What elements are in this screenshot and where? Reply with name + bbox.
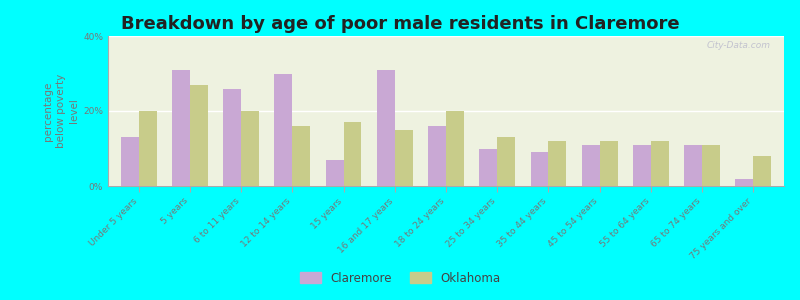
Text: City-Data.com: City-Data.com bbox=[706, 40, 770, 50]
Bar bbox=[684, 145, 702, 186]
Bar bbox=[172, 70, 190, 186]
Bar bbox=[343, 122, 362, 186]
Legend: Claremore, Oklahoma: Claremore, Oklahoma bbox=[296, 268, 504, 288]
Bar bbox=[377, 70, 394, 186]
Bar bbox=[633, 145, 651, 186]
Y-axis label: percentage
below poverty
level: percentage below poverty level bbox=[42, 74, 79, 148]
Bar bbox=[121, 137, 138, 186]
Bar bbox=[241, 111, 259, 186]
Bar bbox=[274, 74, 292, 186]
Bar bbox=[223, 88, 241, 186]
Bar bbox=[190, 85, 208, 186]
Bar bbox=[394, 130, 413, 186]
Bar bbox=[530, 152, 549, 186]
Bar bbox=[138, 111, 157, 186]
Bar bbox=[292, 126, 310, 186]
Bar bbox=[754, 156, 771, 186]
Bar bbox=[428, 126, 446, 186]
Bar bbox=[735, 178, 754, 186]
Bar bbox=[498, 137, 515, 186]
Bar bbox=[600, 141, 618, 186]
Bar bbox=[651, 141, 669, 186]
Bar bbox=[549, 141, 566, 186]
Bar bbox=[326, 160, 343, 186]
Bar bbox=[479, 148, 498, 186]
Bar bbox=[582, 145, 600, 186]
Text: Breakdown by age of poor male residents in Claremore: Breakdown by age of poor male residents … bbox=[121, 15, 679, 33]
Bar bbox=[702, 145, 720, 186]
Bar bbox=[446, 111, 464, 186]
